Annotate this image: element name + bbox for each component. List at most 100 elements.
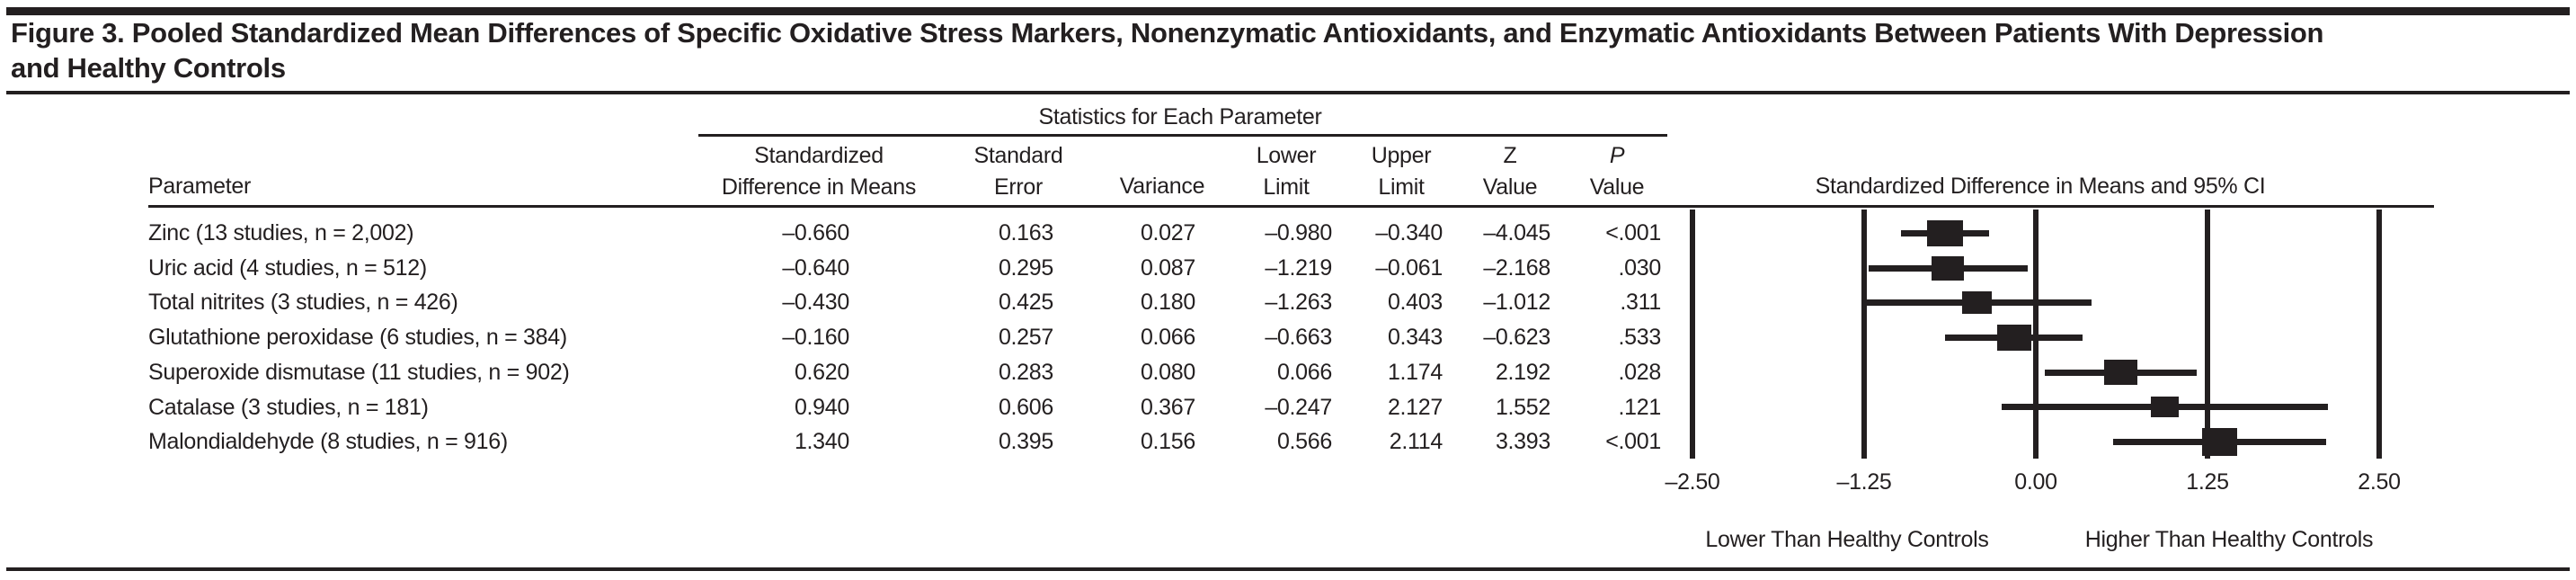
axis-label-lower: Lower Than Healthy Controls	[1705, 527, 1989, 552]
cell-variance: 0.087	[1140, 254, 1195, 281]
column-header-parameter: Parameter	[148, 174, 252, 199]
cell-sdm: –0.660	[782, 220, 849, 245]
cell-upper: 2.127	[1387, 394, 1443, 420]
cell-p: .121	[1618, 394, 1662, 420]
title-rule	[6, 91, 2570, 94]
cell-z: 2.192	[1495, 359, 1550, 385]
cell-variance: 0.066	[1140, 325, 1195, 351]
cell-p: <.001	[1605, 220, 1661, 245]
table-row: Superoxide dismutase (11 studies, n = 90…	[0, 355, 2576, 390]
cell-sdm: 0.940	[794, 394, 849, 420]
cell-z: 1.552	[1495, 394, 1550, 420]
cell-p: .028	[1618, 359, 1662, 385]
cell-z: –4.045	[1483, 220, 1550, 245]
cell-p: .533	[1618, 325, 1662, 351]
forest-plot-header: Standardized Difference in Means and 95%…	[1815, 174, 2266, 199]
axis-gridline	[1861, 210, 1867, 459]
cell-parameter: Zinc (13 studies, n = 2,002)	[148, 220, 414, 245]
point-estimate-marker	[1996, 324, 2031, 351]
column-header-lower: Lower Limit	[1256, 143, 1317, 200]
cell-upper: –0.340	[1375, 220, 1443, 245]
bottom-rule	[6, 567, 2570, 571]
point-estimate-marker	[2104, 360, 2138, 386]
table-row: Total nitrites (3 studies, n = 426) –0.43…	[0, 285, 2576, 320]
cell-lower: 0.566	[1276, 429, 1332, 455]
cell-z: –0.623	[1483, 325, 1550, 351]
cell-se: 0.395	[998, 429, 1053, 455]
cell-lower: –1.263	[1265, 290, 1332, 316]
table-row: Zinc (13 studies, n = 2,002) –0.660 0.163 0…	[0, 216, 2576, 251]
top-bar	[6, 7, 2570, 15]
cell-parameter: Catalase (3 studies, n = 181)	[148, 394, 429, 420]
cell-sdm: 0.620	[794, 359, 849, 385]
cell-lower: –0.663	[1265, 325, 1332, 351]
figure-title: Figure 3. Pooled Standardized Mean Diffe…	[11, 15, 2569, 85]
cell-lower: –0.980	[1265, 220, 1332, 245]
cell-se: 0.257	[998, 325, 1053, 351]
column-header-p: P Value	[1589, 143, 1645, 200]
column-header-se: Standard Error	[973, 143, 1063, 200]
column-header-z: Z Value	[1482, 143, 1538, 200]
point-estimate-marker	[2151, 397, 2180, 418]
table-row: Malondialdehyde (8 studies, n = 916) 1.34…	[0, 424, 2576, 460]
cell-variance: 0.180	[1140, 290, 1195, 316]
cell-se: 0.163	[998, 220, 1053, 245]
cell-p: <.001	[1605, 429, 1661, 455]
point-estimate-marker	[1932, 255, 1965, 281]
cell-z: 3.393	[1495, 429, 1550, 455]
cell-se: 0.283	[998, 359, 1053, 385]
table-row: Uric acid (4 studies, n = 512) –0.640 0.29…	[0, 251, 2576, 286]
cell-sdm: –0.640	[782, 254, 849, 281]
header-rule	[148, 205, 2434, 208]
axis-gridline	[1690, 210, 1695, 459]
point-estimate-marker	[1927, 219, 1964, 246]
column-header-variance: Variance	[1119, 174, 1205, 199]
cell-lower: –1.219	[1265, 254, 1332, 281]
cell-upper: –0.061	[1375, 254, 1443, 281]
cell-sdm: –0.160	[782, 325, 849, 351]
cell-parameter: Uric acid (4 studies, n = 512)	[148, 254, 427, 281]
cell-parameter: Glutathione peroxidase (6 studies, n = 3…	[148, 325, 567, 351]
cell-parameter: Superoxide dismutase (11 studies, n = 90…	[148, 359, 570, 385]
cell-lower: 0.066	[1276, 359, 1332, 385]
cell-sdm: 1.340	[794, 429, 849, 455]
cell-upper: 0.403	[1387, 290, 1443, 316]
cell-variance: 0.027	[1140, 220, 1195, 245]
axis-tick-label: 1.25	[2186, 469, 2229, 495]
cell-p: .311	[1620, 290, 1661, 316]
cell-variance: 0.156	[1140, 429, 1195, 455]
point-estimate-marker	[1961, 291, 1992, 315]
cell-p: .030	[1618, 254, 1662, 281]
axis-tick-label: –1.25	[1836, 469, 1892, 495]
cell-se: 0.606	[998, 394, 1053, 420]
axis-gridline	[2376, 210, 2382, 459]
cell-sdm: –0.430	[782, 290, 849, 316]
cell-z: –2.168	[1483, 254, 1550, 281]
figure-title-line-2: and Healthy Controls	[11, 52, 286, 84]
spanner-rule	[698, 134, 1667, 137]
axis-label-higher: Higher Than Healthy Controls	[2084, 527, 2374, 552]
cell-upper: 2.114	[1389, 429, 1443, 455]
figure-title-line-1: Figure 3. Pooled Standardized Mean Diffe…	[11, 17, 2324, 49]
cell-se: 0.295	[998, 254, 1053, 281]
cell-parameter: Malondialdehyde (8 studies, n = 916)	[148, 429, 508, 455]
column-header-upper: Upper Limit	[1371, 143, 1432, 200]
cell-upper: 1.174	[1387, 359, 1443, 385]
cell-variance: 0.080	[1140, 359, 1195, 385]
cell-lower: –0.247	[1265, 394, 1332, 420]
column-header-sdm: Standardized Difference in Means	[721, 143, 917, 200]
cell-parameter: Total nitrites (3 studies, n = 426)	[148, 290, 458, 316]
cell-upper: 0.343	[1387, 325, 1443, 351]
axis-gridline	[2033, 210, 2039, 459]
cell-se: 0.425	[998, 290, 1053, 316]
axis-tick-label: 0.00	[2014, 469, 2057, 495]
table-row: Glutathione peroxidase (6 studies, n = 3…	[0, 320, 2576, 355]
axis-tick-label: 2.50	[2358, 469, 2401, 495]
cell-variance: 0.367	[1140, 394, 1195, 420]
axis-tick-label: –2.50	[1665, 469, 1720, 495]
cell-z: –1.012	[1483, 290, 1550, 316]
axis-gridline	[2205, 210, 2210, 459]
spanner-header: Statistics for Each Parameter	[1038, 104, 1322, 129]
